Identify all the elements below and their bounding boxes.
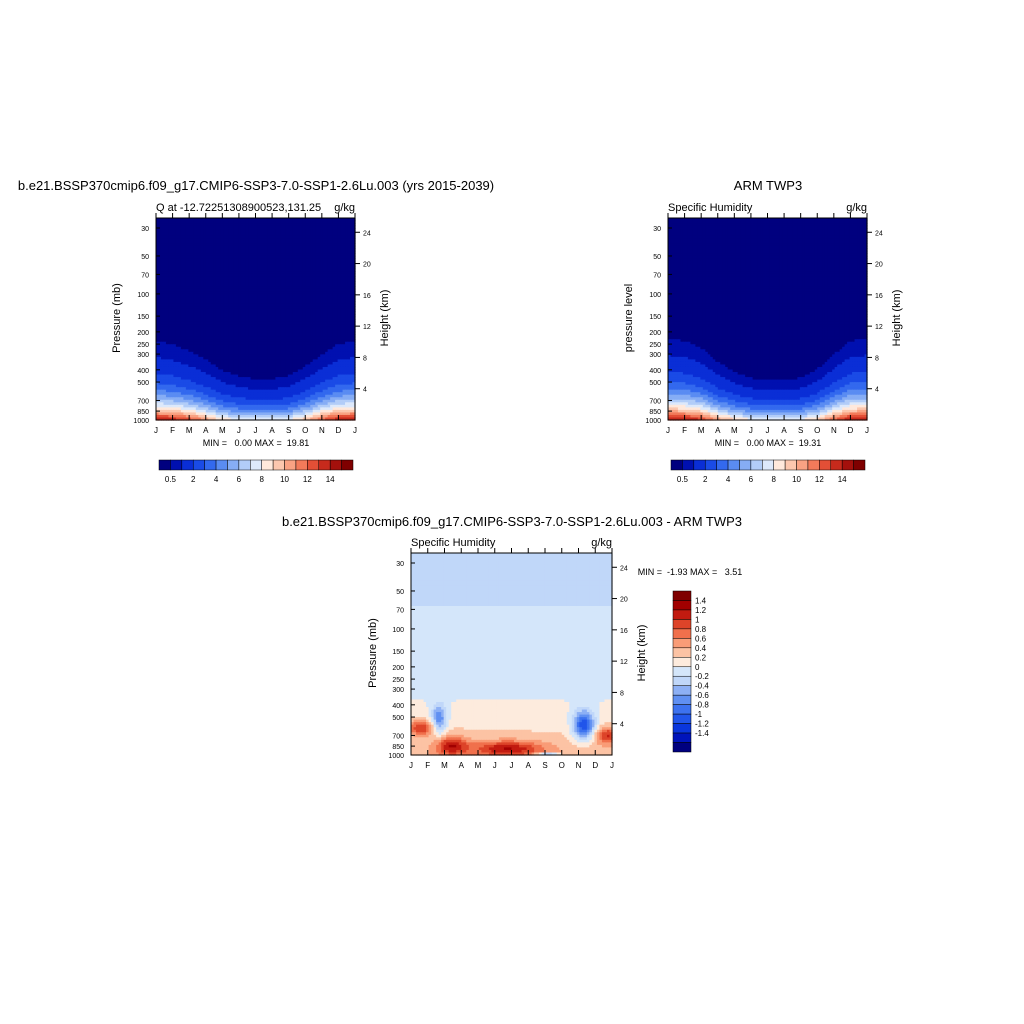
panel-model-left-string: Q at -12.72251308900523,131.25	[156, 202, 321, 214]
panel-model-right-string: g/kg	[334, 202, 355, 214]
panel-model-contour-field	[156, 218, 356, 421]
panel-model: b.e21.BSSP370cmip6.f09_g17.CMIP6-SSP3-7.…	[18, 178, 494, 484]
panel-model-title: b.e21.BSSP370cmip6.f09_g17.CMIP6-SSP3-7.…	[18, 178, 494, 193]
